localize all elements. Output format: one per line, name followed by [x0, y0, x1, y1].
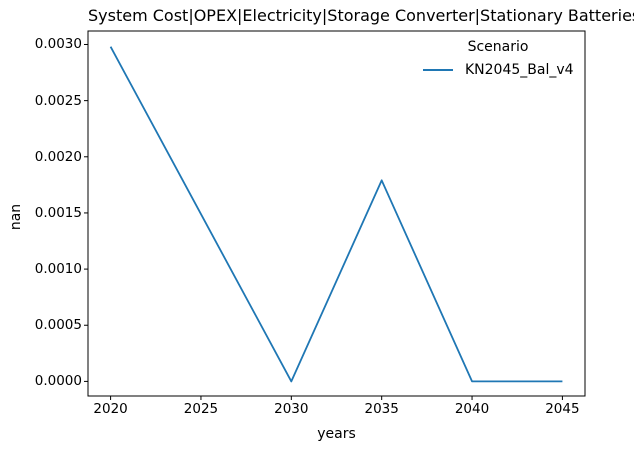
x-tick-marks — [110, 396, 563, 400]
chart-title: System Cost|OPEX|Electricity|Storage Con… — [88, 6, 634, 25]
axes-frame — [87, 30, 586, 397]
x-axis-label: years — [317, 426, 356, 442]
y-tick-label: 0.0025 — [34, 92, 82, 109]
y-tick-label: 0.0010 — [34, 261, 82, 278]
y-axis-label: nan — [8, 203, 24, 231]
x-tick-label: 2025 — [183, 401, 219, 417]
x-tick-label: 2020 — [93, 401, 128, 417]
y-tick-label: 0.0030 — [34, 36, 82, 53]
series-line-kn2045-bal-v4 — [109, 46, 563, 383]
legend-entry-label: KN2045_Bal_v4 — [465, 62, 574, 78]
y-tick-label: 0.0015 — [34, 204, 82, 221]
y-tick-label: 0.0020 — [34, 148, 82, 165]
x-tick-label: 2040 — [454, 401, 490, 417]
x-tick-label: 2035 — [364, 401, 399, 417]
y-tick-marks — [84, 43, 88, 382]
y-tick-label: 0.0005 — [34, 317, 82, 334]
legend-title: Scenario — [467, 39, 529, 55]
x-tick-label: 2045 — [545, 401, 580, 417]
x-tick-label: 2030 — [274, 401, 309, 417]
y-tick-label: 0.0000 — [34, 373, 82, 390]
